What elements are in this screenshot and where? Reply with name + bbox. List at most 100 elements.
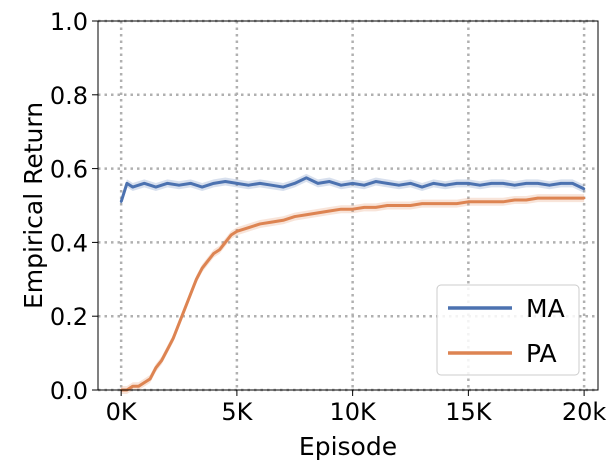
data-point-ma (224, 180, 227, 183)
data-point-ma (247, 184, 250, 187)
data-point-pa (501, 200, 505, 204)
data-point-pa (490, 200, 493, 204)
data-point-ma (131, 185, 134, 189)
data-point-pa (247, 226, 250, 229)
data-point-ma (490, 182, 493, 185)
data-point-pa (467, 200, 470, 204)
data-point-pa (374, 206, 377, 209)
data-point-pa (258, 222, 262, 226)
data-point-ma (189, 182, 192, 185)
data-point-ma (455, 182, 458, 185)
data-point-ma (270, 184, 273, 187)
data-point-pa (536, 196, 540, 200)
legend-label-ma: MA (526, 294, 565, 323)
data-point-ma (548, 184, 551, 187)
data-point-pa (328, 209, 331, 213)
data-point-pa (316, 211, 320, 215)
data-point-pa (183, 307, 187, 311)
y-tick-label: 0.0 (50, 377, 88, 405)
data-point-ma (501, 182, 505, 185)
data-point-ma (536, 182, 540, 185)
data-point-ma (478, 184, 482, 187)
y-tick-label: 0.8 (50, 82, 88, 110)
data-point-pa (420, 202, 424, 205)
data-point-pa (229, 233, 233, 237)
data-point-ma (281, 185, 285, 189)
variance-bands (121, 173, 585, 394)
y-tick-label: 0.6 (50, 156, 88, 184)
data-point-pa (409, 204, 412, 207)
data-point-ma (305, 176, 308, 180)
data-point-ma (339, 184, 343, 187)
data-point-pa (582, 196, 586, 200)
data-point-ma (582, 187, 586, 191)
data-point-ma (235, 182, 239, 185)
data-point-ma (119, 200, 123, 204)
data-point-pa (281, 219, 285, 222)
data-point-pa (444, 202, 447, 205)
x-tick-label: 15K (445, 398, 493, 426)
data-point-pa (432, 202, 435, 205)
data-point-pa (137, 385, 140, 388)
data-point-ma (571, 182, 574, 185)
data-point-pa (351, 207, 354, 211)
data-point-ma (351, 182, 354, 185)
data-point-pa (571, 196, 574, 200)
data-point-pa (160, 359, 163, 362)
series-line-ma (119, 176, 585, 203)
data-point-ma (467, 182, 470, 185)
data-point-pa (224, 241, 227, 244)
data-point-pa (397, 204, 401, 207)
data-point-ma (397, 184, 401, 187)
x-tick-label: 10K (329, 398, 377, 426)
data-point-ma (513, 184, 516, 187)
x-tick-label: 0K (106, 398, 138, 426)
data-point-pa (293, 215, 296, 218)
x-tick-label: 5K (221, 398, 253, 426)
y-tick-label: 0.4 (50, 229, 88, 257)
data-point-pa (525, 198, 528, 202)
x-ticks: 0K 5K 10K 15K 20k (106, 390, 606, 426)
data-point-pa (386, 204, 389, 207)
data-point-ma (212, 182, 215, 185)
data-point-pa (206, 259, 210, 263)
data-point-pa (235, 230, 239, 233)
data-point-pa (212, 252, 215, 255)
data-point-pa (548, 196, 551, 200)
data-point-ma (409, 182, 412, 185)
data-point-ma (177, 184, 181, 187)
x-axis-label: Episode (299, 432, 397, 461)
data-point-ma (444, 184, 447, 187)
data-point-pa (148, 377, 152, 381)
y-ticks: 0.0 0.2 0.4 0.6 0.8 1.0 (50, 8, 98, 405)
data-point-ma (386, 182, 389, 185)
data-point-pa (305, 213, 308, 216)
data-point-pa (270, 220, 273, 224)
data-point-ma (525, 182, 528, 185)
data-point-pa (200, 267, 204, 270)
data-point-ma (328, 180, 331, 183)
data-point-ma (316, 182, 320, 185)
data-point-ma (432, 182, 435, 185)
data-point-ma (559, 182, 563, 185)
data-point-pa (513, 198, 516, 202)
plot-frame (97, 20, 599, 391)
series-lines (119, 176, 586, 392)
data-point-ma (200, 185, 204, 189)
data-point-ma (420, 185, 424, 189)
data-point-pa (172, 337, 175, 340)
data-point-ma (258, 182, 262, 185)
data-point-pa (195, 278, 198, 281)
data-point-ma (143, 182, 146, 185)
data-point-pa (189, 292, 192, 296)
data-point-pa (131, 385, 134, 388)
data-point-pa (478, 200, 482, 204)
series-band-ma (121, 173, 585, 206)
data-point-pa (154, 366, 158, 370)
legend-label-pa: PA (526, 339, 557, 368)
y-axis-label: Empirical Return (19, 102, 48, 309)
data-point-pa (339, 207, 343, 211)
data-point-ma (125, 182, 129, 185)
data-point-ma (374, 180, 377, 183)
